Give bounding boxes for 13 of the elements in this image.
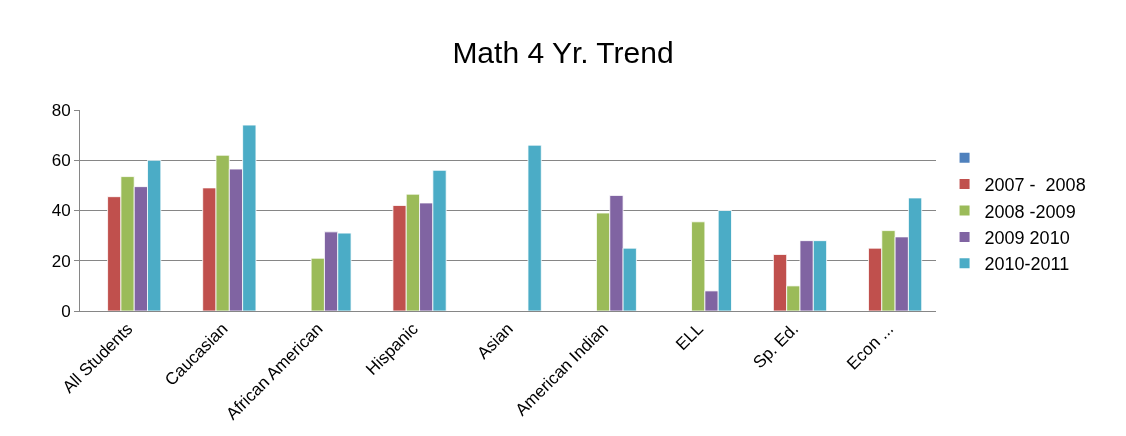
x-tick-label: ELL xyxy=(672,319,708,355)
chart-title: Math 4 Yr. Trend xyxy=(452,35,674,69)
legend-label: 2008 -2009 xyxy=(984,201,1076,222)
legend-label: 2010-2011 xyxy=(984,254,1070,275)
y-tick-label: 20 xyxy=(51,251,71,271)
x-tick-label: Sp. Ed. xyxy=(749,319,803,373)
y-tick-label: 60 xyxy=(51,151,71,171)
legend-label: 2009 2010 xyxy=(984,227,1070,248)
y-tick-label: 40 xyxy=(51,201,71,221)
y-tick-label: 0 xyxy=(61,301,71,321)
y-tick-label: 80 xyxy=(51,100,71,120)
bar xyxy=(527,144,542,311)
legend-label: 2007 - 2008 xyxy=(984,175,1086,196)
